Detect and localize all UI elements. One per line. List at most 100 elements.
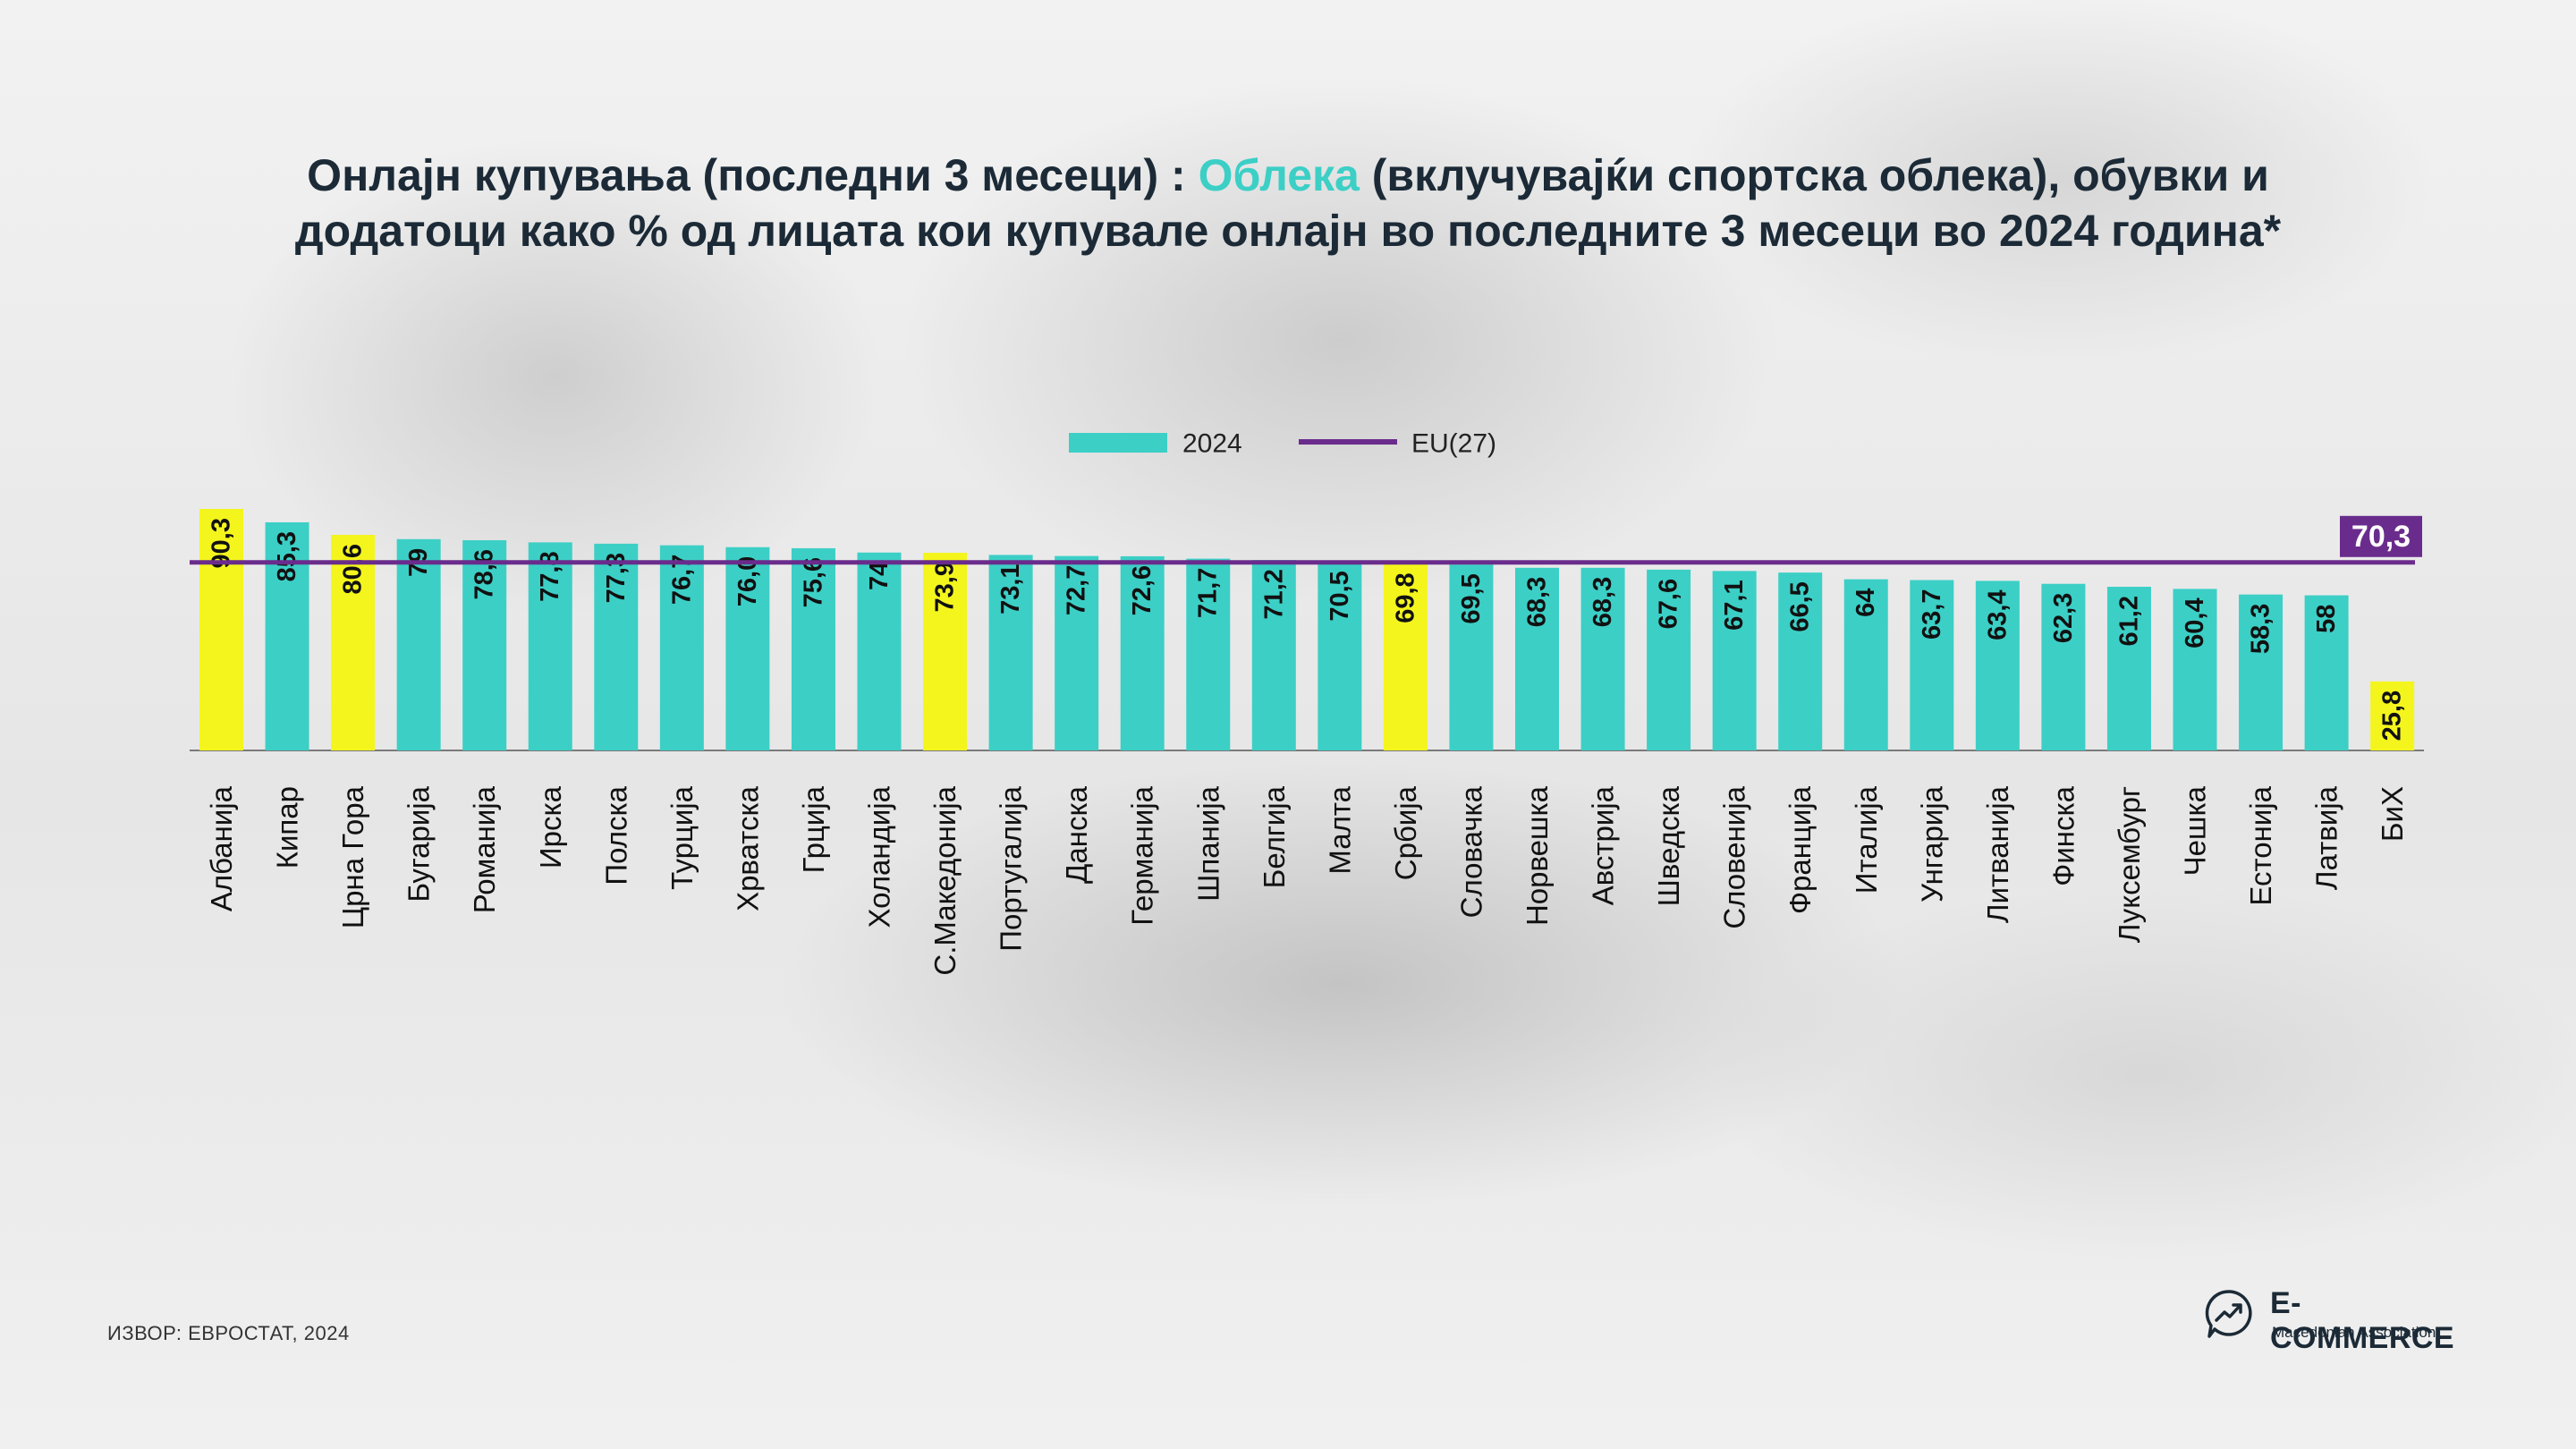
category-label-4: Романија: [468, 785, 501, 913]
data-label-10: 74: [865, 562, 894, 590]
legend-label-2024: 2024: [1182, 429, 1242, 459]
trend-arrow-speech-bubble-icon: [2205, 1290, 2252, 1338]
bar-9: [791, 547, 835, 750]
category-label-7: Турција: [665, 785, 699, 889]
bar-8: [725, 547, 770, 750]
category-label-10: Холандија: [863, 785, 896, 928]
data-label-17: 70,5: [1326, 571, 1354, 621]
bar-26: [1910, 580, 1954, 750]
category-label-5: Ирска: [534, 785, 567, 869]
bar-2: [331, 535, 376, 750]
category-label-2: Црна Гора: [336, 785, 369, 928]
bar-20: [1515, 567, 1559, 750]
data-label-19: 69,5: [1457, 573, 1486, 623]
data-label-31: 58,3: [2247, 604, 2275, 654]
data-label-30: 60,4: [2181, 597, 2209, 648]
data-label-24: 66,5: [1786, 581, 1815, 631]
title-highlight: Облека: [1198, 150, 1360, 200]
data-label-12: 73,1: [996, 564, 1025, 614]
logo-name: E-COMMERCE: [2270, 1286, 2455, 1355]
category-label-1: Кипар: [271, 786, 304, 869]
bar-31: [2239, 594, 2284, 750]
data-label-32: 58: [2312, 605, 2341, 633]
category-label-23: Словенија: [1718, 785, 1751, 928]
bar-28: [2041, 583, 2086, 750]
legend-label-eu: EU(27): [1411, 429, 1496, 459]
source-note: ИЗВОР: ЕВРОСТАТ, 2024: [107, 1322, 350, 1344]
category-label-6: Полска: [599, 785, 632, 885]
logo-tagline: Macedonian Association: [2272, 1324, 2436, 1341]
data-label-4: 78,6: [470, 549, 499, 599]
bar-5: [528, 542, 572, 750]
bar-32: [2304, 595, 2349, 750]
category-label-27: Литванија: [1981, 785, 2014, 923]
data-label-25: 64: [1852, 589, 1880, 617]
category-label-28: Финска: [2046, 785, 2080, 886]
category-label-9: Грција: [797, 785, 830, 873]
bar-21: [1580, 567, 1625, 750]
title-line-2: додатоци како % од лицата кои купувале о…: [294, 206, 2282, 256]
data-label-22: 67,6: [1655, 579, 1683, 629]
data-label-29: 61,2: [2114, 596, 2143, 646]
chart-title: Онлајн купувања (последни 3 месеци) : Об…: [0, 148, 2576, 258]
bar-16: [1251, 560, 1296, 750]
bar-19: [1449, 564, 1494, 750]
data-label-33: 25,8: [2378, 691, 2407, 741]
data-label-13: 72,7: [1063, 565, 1091, 615]
title-line-1-end: (вклучувајќи спортска облека), обувки и: [1359, 150, 2269, 200]
category-label-32: Латвија: [2310, 785, 2343, 890]
category-label-11: С.Македонија: [928, 785, 962, 975]
category-label-0: Албанија: [205, 785, 238, 911]
data-label-27: 63,4: [1983, 589, 2012, 640]
bar-0: [199, 509, 243, 750]
data-label-21: 68,3: [1589, 577, 1617, 627]
category-label-14: Германија: [1126, 785, 1159, 925]
category-label-12: Португалија: [995, 785, 1028, 951]
eu-value-label: 70,3: [2351, 520, 2411, 554]
category-label-31: Естонија: [2244, 785, 2277, 905]
legend-swatch-2024: [1069, 433, 1167, 453]
ecommerce-logo: E-COMMERCE Macedonian Association: [2202, 1284, 2470, 1355]
data-label-20: 68,3: [1523, 577, 1552, 627]
bar-15: [1186, 558, 1231, 750]
bar-18: [1383, 564, 1428, 750]
category-label-15: Шпанија: [1191, 785, 1224, 901]
bar-27: [1975, 580, 2020, 750]
category-label-18: Србија: [1389, 785, 1422, 880]
category-label-25: Италија: [1850, 785, 1883, 894]
bar-29: [2106, 587, 2151, 750]
data-label-11: 73,9: [931, 562, 960, 612]
bar-13: [1055, 555, 1099, 750]
bar-12: [988, 555, 1033, 750]
category-label-30: Чешка: [2179, 785, 2212, 876]
eu-value-badge: [2340, 515, 2422, 557]
bar-33: [2370, 681, 2415, 750]
category-label-29: Луксембург: [2113, 786, 2146, 943]
bar-14: [1120, 555, 1165, 750]
bar-17: [1318, 562, 1362, 750]
data-label-16: 71,2: [1259, 569, 1288, 619]
bar-7: [659, 545, 704, 750]
data-label-1: 85,3: [273, 531, 301, 581]
category-label-20: Норвешка: [1521, 785, 1554, 926]
category-label-13: Данска: [1060, 785, 1093, 884]
bar-10: [857, 552, 902, 750]
data-label-23: 67,1: [1720, 580, 1749, 630]
bar-11: [923, 553, 968, 750]
category-label-19: Словачка: [1454, 785, 1487, 918]
bar-4: [462, 539, 507, 750]
category-label-22: Шведска: [1652, 785, 1685, 906]
data-label-2: 80,6: [339, 544, 368, 594]
bar-30: [2173, 589, 2217, 750]
title-line-1-start: Онлајн купувања (последни 3 месеци) :: [307, 150, 1199, 200]
title-line-1: Онлајн купувања (последни 3 месеци) : Об…: [0, 148, 2576, 203]
category-label-8: Хрватска: [731, 785, 764, 911]
bar-24: [1778, 572, 1823, 750]
category-label-17: Малта: [1323, 785, 1356, 874]
data-label-28: 62,3: [2049, 593, 2078, 643]
bar-23: [1712, 571, 1757, 750]
bar-6: [594, 543, 639, 750]
category-label-26: Унгарија: [1915, 785, 1948, 902]
data-label-15: 71,7: [1194, 568, 1223, 618]
